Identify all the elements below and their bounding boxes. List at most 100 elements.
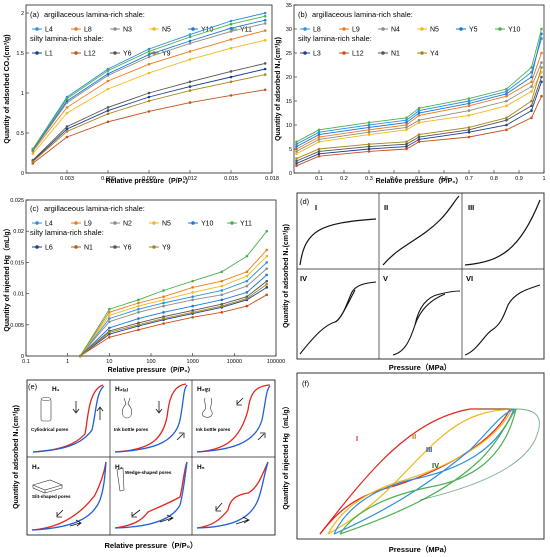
legend-marker-L6 bbox=[35, 245, 39, 249]
mercury-curve-1 bbox=[319, 408, 510, 535]
xlabel-a: Relative pressure（P/P₀） bbox=[106, 177, 193, 185]
data-point-Y5 bbox=[367, 126, 371, 129]
data-point-N5 bbox=[220, 284, 224, 288]
legend-label-Y10: Y10 bbox=[508, 27, 521, 34]
data-point-Y4 bbox=[405, 140, 408, 144]
legend-label-N3: N3 bbox=[123, 27, 132, 34]
data-point-Y6 bbox=[147, 91, 151, 95]
data-point-N1 bbox=[367, 145, 371, 148]
data-point-N2 bbox=[220, 293, 224, 297]
legend-header-argillaceous-c: argillaceous lamina-rich shale: bbox=[44, 204, 145, 213]
data-point-L4 bbox=[191, 295, 194, 299]
ticks-b: 0.1 0.2 0.3 0.4 0.5 0.6 0.7 0.8 0.9 1051015202530… bbox=[286, 3, 546, 182]
x-tick-label: 0.8 bbox=[490, 176, 498, 182]
y-tick-label: 1.5 bbox=[16, 51, 24, 57]
data-point-L4 bbox=[245, 279, 249, 283]
data-point-L9 bbox=[220, 279, 224, 283]
arrow-down-left-icon bbox=[215, 502, 223, 512]
legend-marker-L1 bbox=[35, 51, 39, 55]
arrow-up-right-icon bbox=[257, 432, 266, 441]
hysteresis-code-e-4: H₃ bbox=[32, 464, 40, 471]
hysteresis-code-e-2: H₂₍ₐ₎ bbox=[115, 386, 129, 393]
data-point-N5 bbox=[263, 38, 267, 42]
arrow-right-icon bbox=[235, 516, 250, 525]
legend-marker-L9 bbox=[342, 27, 346, 31]
legend-label-N4: N4 bbox=[391, 27, 400, 34]
data-point-N1 bbox=[220, 311, 224, 314]
y-tick-label: 0.5 bbox=[16, 131, 24, 137]
data-point-Y10 bbox=[295, 140, 298, 144]
data-point-L8 bbox=[317, 130, 321, 134]
legend-marker-N3 bbox=[113, 27, 117, 31]
legend-label-N5: N5 bbox=[430, 27, 439, 34]
ylabel-f: Quantity of injected Hg（mL/g） bbox=[282, 402, 290, 509]
panel-d: (d) I II III IV V VI Pressure（MPa） Quant… bbox=[283, 192, 545, 372]
data-point-N5 bbox=[147, 71, 151, 75]
data-point-Y11 bbox=[31, 147, 35, 151]
ylabel-a: Quantity of adsorbed CO₂(cm³/g) bbox=[4, 34, 11, 143]
data-point-L9 bbox=[245, 270, 249, 274]
desorption-curve-e-6 bbox=[196, 461, 269, 529]
data-point-N1 bbox=[265, 293, 269, 297]
data-point-Y9 bbox=[265, 282, 269, 286]
series-line-L4 bbox=[79, 262, 268, 357]
data-point-Y11 bbox=[65, 97, 69, 100]
data-point-L12 bbox=[229, 94, 233, 97]
data-point-L12 bbox=[295, 164, 298, 168]
y-tick-label: 0 bbox=[21, 354, 24, 360]
data-point-N5 bbox=[367, 133, 371, 136]
plot-c bbox=[78, 229, 269, 358]
y-tick-label: 0.005 bbox=[10, 323, 24, 329]
series-line-Y9 bbox=[32, 74, 266, 163]
data-point-Y4 bbox=[417, 133, 421, 136]
legend-marker-N1 bbox=[74, 245, 78, 249]
data-point-N5 bbox=[229, 46, 233, 50]
data-point-Y10 bbox=[106, 72, 110, 76]
x-tick-label: 0.015 bbox=[224, 176, 238, 182]
data-point-N4 bbox=[467, 109, 471, 112]
data-point-N2 bbox=[108, 320, 111, 323]
desorption-curve-e-5 bbox=[114, 461, 188, 529]
data-point-N1 bbox=[137, 328, 140, 332]
data-point-N4 bbox=[367, 130, 371, 134]
data-point-L4 bbox=[108, 317, 111, 320]
data-point-L3 bbox=[540, 80, 543, 84]
legend-marker-N1 bbox=[381, 51, 385, 55]
data-point-L9 bbox=[367, 128, 371, 132]
legend-label-L9: L9 bbox=[84, 221, 92, 228]
data-point-Y4 bbox=[530, 99, 533, 103]
legend-label-Y10: Y10 bbox=[201, 27, 214, 34]
data-point-Y6 bbox=[265, 279, 269, 283]
data-point-L9 bbox=[505, 94, 508, 98]
y-tick-label: 0 bbox=[289, 171, 292, 177]
legend-label-N5: N5 bbox=[162, 27, 171, 34]
data-point-L1 bbox=[147, 95, 151, 99]
plot-frame-e bbox=[26, 379, 276, 536]
legend-label-L4: L4 bbox=[45, 221, 53, 228]
data-point-Y4 bbox=[540, 66, 543, 69]
data-point-N1 bbox=[295, 159, 298, 163]
data-point-L12 bbox=[188, 101, 192, 104]
data-point-Y10 bbox=[147, 53, 151, 56]
isotherm-d-4-adsorption bbox=[299, 281, 377, 355]
isotherm-d-4-desorption bbox=[334, 289, 356, 323]
adsorption-curve-e-1 bbox=[32, 385, 105, 453]
xlabel-c: Relative pressure（P/P₀） bbox=[108, 366, 195, 374]
data-point-Y9 bbox=[188, 89, 192, 92]
panel-e: (e) H₁ H₂₍ₐ₎ H₂₍ᵦ₎ H₃ H₄ H₅ Cyliodrical … bbox=[13, 379, 276, 550]
data-point-L8 bbox=[295, 142, 298, 146]
mercury-curve-2 bbox=[327, 408, 513, 535]
adsorption-curve-e-6 bbox=[196, 461, 269, 529]
data-point-N1 bbox=[467, 128, 471, 132]
y-tick-label: 0.025 bbox=[10, 198, 24, 204]
panel-label-b: (b) bbox=[298, 10, 308, 19]
panel-label-c: (c) bbox=[30, 204, 39, 213]
data-point-N2 bbox=[265, 267, 269, 270]
data-point-L9 bbox=[162, 295, 165, 299]
data-point-Y9 bbox=[191, 311, 194, 314]
type-label-d-1: I bbox=[315, 203, 317, 212]
data-point-L12 bbox=[405, 147, 408, 151]
data-point-Y5 bbox=[417, 111, 421, 115]
legend-label-Y11: Y11 bbox=[240, 27, 252, 34]
data-point-L12 bbox=[540, 94, 543, 98]
